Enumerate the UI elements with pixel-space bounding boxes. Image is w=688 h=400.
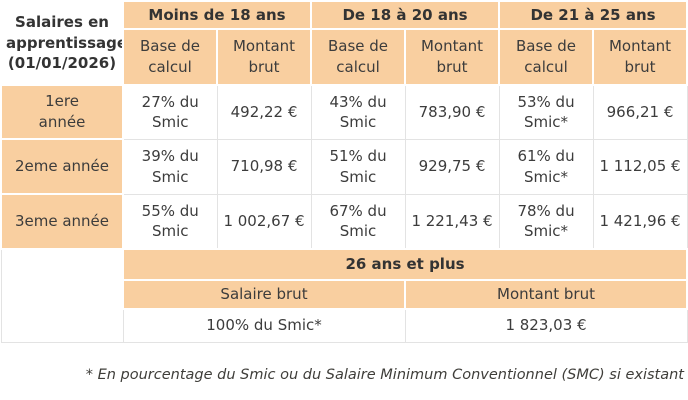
cell-year3-amount-under18: 1 002,67 €: [216, 193, 312, 250]
subheader-amount-1: Montant brut: [404, 28, 501, 86]
header-age-group-18-20: De 18 à 20 ans: [310, 0, 501, 30]
row-label-year2: 2eme année: [0, 138, 124, 195]
cell-year2-base-under18: 39% du Smic: [122, 138, 218, 195]
cell-senior-amount: 1 823,03 €: [404, 308, 688, 343]
cell-year2-base-18-20: 51% du Smic: [310, 138, 406, 195]
cell-year1-amount-21-25: 966,21 €: [592, 84, 688, 140]
cell-year1-base-21-25: 53% du Smic*: [498, 84, 594, 140]
cell-year1-base-18-20: 43% du Smic: [310, 84, 406, 140]
subheader-base-1: Base de calcul: [310, 28, 407, 86]
row-label-year1: 1ere année: [0, 84, 124, 140]
table-title: Salaires en apprentissage (01/01/2026): [0, 0, 124, 86]
header-age-group-under18: Moins de 18 ans: [121, 0, 313, 30]
footnote: * En pourcentage du Smic ou du Salaire M…: [85, 366, 684, 383]
cell-year2-amount-under18: 710,98 €: [216, 138, 312, 195]
subheader-senior-salary: Salaire brut: [121, 279, 407, 310]
cell-year1-amount-18-20: 783,90 €: [404, 84, 500, 140]
apprenticeship-salary-table: Salaires en apprentissage (01/01/2026) M…: [0, 0, 688, 343]
header-age-group-21-25: De 21 à 25 ans: [498, 0, 688, 30]
cell-year2-amount-18-20: 929,75 €: [404, 138, 500, 195]
cell-year3-base-21-25: 78% du Smic*: [498, 193, 594, 250]
subheader-base-2: Base de calcul: [498, 28, 595, 86]
subheader-base-0: Base de calcul: [122, 28, 218, 86]
cell-year3-amount-18-20: 1 221,43 €: [404, 193, 500, 250]
cell-year3-base-18-20: 67% du Smic: [310, 193, 406, 250]
cell-year2-base-21-25: 61% du Smic*: [498, 138, 594, 195]
cell-year1-amount-under18: 492,22 €: [216, 84, 312, 140]
cell-year1-base-under18: 27% du Smic: [122, 84, 218, 140]
header-age-group-26plus: 26 ans et plus: [121, 248, 688, 281]
empty-corner-cell: [0, 248, 124, 343]
cell-year3-base-under18: 55% du Smic: [122, 193, 218, 250]
subheader-amount-2: Montant brut: [592, 28, 688, 86]
cell-year2-amount-21-25: 1 112,05 €: [592, 138, 688, 195]
subheader-amount-0: Montant brut: [215, 28, 313, 86]
row-label-year3: 3eme année: [0, 193, 124, 250]
cell-senior-base: 100% du Smic*: [122, 308, 406, 343]
subheader-senior-amount: Montant brut: [404, 279, 688, 310]
cell-year3-amount-21-25: 1 421,96 €: [592, 193, 688, 250]
